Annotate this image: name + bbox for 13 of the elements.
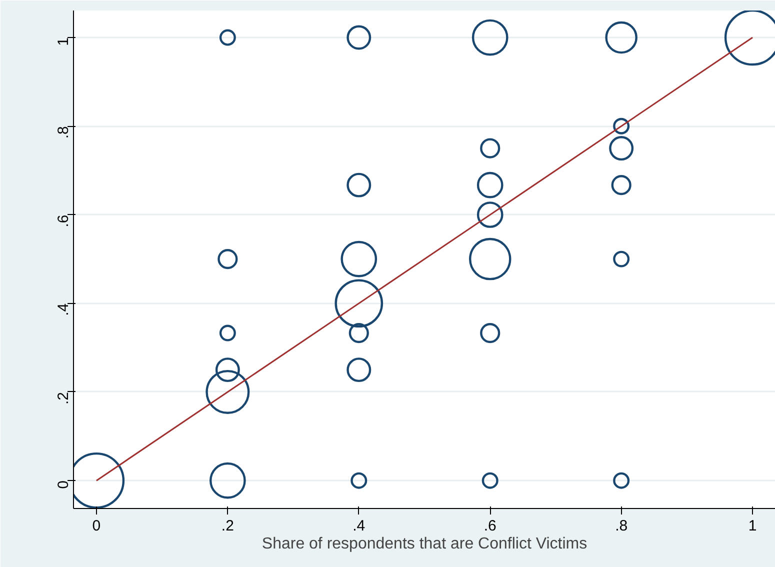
- x-tick-label: .8: [615, 518, 628, 534]
- x-tick-label: .2: [221, 518, 234, 534]
- y-tick-label: .6: [55, 214, 72, 228]
- y-tick-label: .2: [55, 392, 72, 404]
- x-tick-label: 1: [748, 518, 757, 534]
- y-tick-label: 0: [55, 480, 72, 489]
- y-tick-label: 1: [55, 38, 72, 46]
- x-tick-label: 0: [92, 518, 101, 534]
- x-tick-label: .6: [484, 518, 496, 534]
- y-tick-label: .4: [55, 303, 72, 316]
- x-axis-title: Share of respondents that are Conflict Victims: [262, 536, 588, 552]
- x-tick-label: .4: [352, 518, 366, 534]
- y-tick-label: .8: [55, 126, 72, 139]
